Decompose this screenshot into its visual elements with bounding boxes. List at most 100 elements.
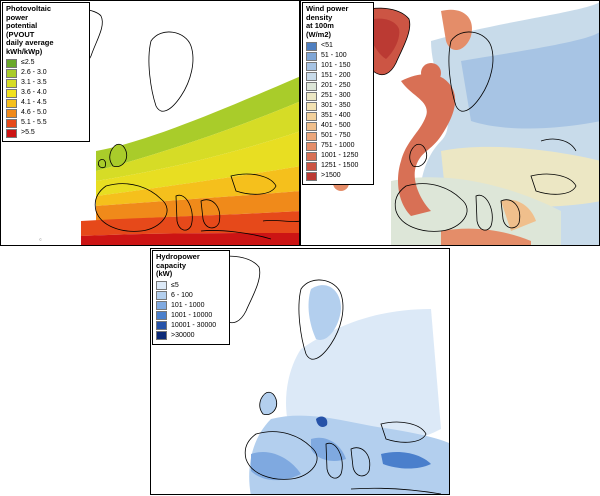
hydro-legend-swatch — [156, 281, 167, 290]
wind-map-panel: Wind power density at 100m (W/m2) <51 51 … — [300, 0, 600, 246]
wind-legend-swatch — [306, 71, 317, 81]
pv-color-bands — [81, 76, 299, 245]
wind-title-line: density — [306, 12, 333, 22]
pv-watermark: © — [39, 237, 42, 242]
pv-legend-label: 3.6 - 4.0 — [21, 89, 47, 96]
wind-map — [301, 1, 599, 245]
wind-legend-swatch — [306, 161, 317, 171]
wind-legend-label: 301 - 350 — [321, 102, 351, 109]
hydro-legend-label: 1001 - 10000 — [171, 311, 213, 319]
hydro-legend: Hydropower capacity (kW) ≤5 6 - 100 101 - … — [152, 250, 230, 345]
wind-legend-swatch — [306, 151, 317, 161]
wind-legend-item: 301 - 350 — [306, 101, 370, 111]
pv-legend-label: >5.5 — [21, 129, 35, 136]
wind-legend-item: 501 - 750 — [306, 131, 370, 141]
pv-legend-item: 3.6 - 4.0 — [6, 88, 86, 98]
pv-map-panel: © Photovoltaic power potential (PVOUT da… — [0, 0, 300, 246]
pv-title-line: (PVOUT — [6, 29, 35, 39]
wind-legend-item: 751 - 1000 — [306, 141, 370, 151]
wind-legend-label: 751 - 1000 — [321, 142, 355, 149]
pv-legend-swatch — [6, 118, 17, 128]
pv-legend-item: 2.6 - 3.0 — [6, 68, 86, 78]
pv-legend-label: 4.6 - 5.0 — [21, 109, 47, 116]
wind-legend: Wind power density at 100m (W/m2) <51 51 … — [302, 2, 374, 185]
hydro-legend-item: ≤5 — [156, 281, 226, 291]
hydro-legend-item: 6 - 100 — [156, 291, 226, 301]
wind-legend-swatch — [306, 51, 317, 61]
pv-legend-label: 2.6 - 3.0 — [21, 69, 47, 76]
pv-legend-item: ≤2.5 — [6, 58, 86, 68]
pv-legend-swatch — [6, 128, 17, 138]
hydro-title-line: capacity — [156, 260, 187, 270]
pv-legend-item: 3.1 - 3.5 — [6, 78, 86, 88]
wind-legend-swatch — [306, 141, 317, 151]
pv-legend-title: Photovoltaic power potential (PVOUT dail… — [6, 4, 86, 56]
pv-title-line: Photovoltaic — [6, 4, 52, 13]
pv-legend-items: ≤2.5 2.6 - 3.0 3.1 - 3.5 3.6 - 4.0 4.1 - 4.5… — [6, 58, 86, 138]
hydro-legend-swatch — [156, 321, 167, 330]
hydro-legend-swatch — [156, 291, 167, 300]
hydro-legend-swatch — [156, 301, 167, 310]
wind-legend-swatch — [306, 131, 317, 141]
pv-legend-swatch — [6, 68, 17, 78]
wind-legend-swatch — [306, 61, 317, 71]
hydro-legend-item: 10001 - 30000 — [156, 321, 226, 331]
hydro-legend-swatch — [156, 331, 167, 340]
hydro-legend-label: >30000 — [171, 331, 195, 339]
hydro-legend-label: 6 - 100 — [171, 291, 193, 299]
wind-legend-item: 401 - 500 — [306, 121, 370, 131]
pv-legend-label: 3.1 - 3.5 — [21, 79, 47, 86]
hydro-legend-label: 10001 - 30000 — [171, 321, 217, 329]
wind-legend-item: <51 — [306, 41, 370, 51]
hydro-map — [205, 255, 449, 494]
wind-legend-item: 1001 - 1250 — [306, 151, 370, 161]
pv-legend-item: >5.5 — [6, 128, 86, 138]
hydro-color-fill — [249, 285, 449, 494]
hydro-legend-item: 1001 - 10000 — [156, 311, 226, 321]
hydro-legend-swatch — [156, 311, 167, 320]
hydro-legend-items: ≤5 6 - 100 101 - 1000 1001 - 10000 10001 - 3… — [156, 281, 226, 341]
wind-legend-label: 351 - 400 — [321, 112, 351, 119]
wind-legend-item: 101 - 150 — [306, 61, 370, 71]
pv-legend: Photovoltaic power potential (PVOUT dail… — [2, 2, 90, 142]
pv-title-line: potential — [6, 21, 38, 30]
pv-map: © — [20, 8, 299, 245]
wind-color-fill — [301, 1, 599, 245]
pv-legend-swatch — [6, 58, 17, 68]
pv-legend-label: 5.1 - 5.5 — [21, 119, 47, 126]
hydro-legend-title: Hydropower capacity (kW) — [156, 252, 226, 279]
pv-title-line: kWh/kWp) — [6, 46, 43, 56]
wind-title-line: at 100m — [306, 21, 334, 30]
hydro-title-line: (kW) — [156, 269, 173, 278]
wind-legend-items: <51 51 - 100 101 - 150 151 - 200 201 - 250 25… — [306, 41, 370, 181]
wind-legend-item: 151 - 200 — [306, 71, 370, 81]
pv-legend-label: ≤2.5 — [21, 59, 35, 66]
wind-legend-label: 51 - 100 — [321, 52, 347, 59]
pv-title-line: power — [6, 12, 29, 22]
wind-legend-swatch — [306, 171, 317, 181]
wind-title-line: Wind power — [306, 4, 349, 13]
wind-legend-label: 1251 - 1500 — [321, 162, 359, 169]
wind-legend-item: 1251 - 1500 — [306, 161, 370, 171]
wind-legend-label: 1001 - 1250 — [321, 152, 359, 159]
wind-legend-item: 251 - 300 — [306, 91, 370, 101]
wind-legend-label: >1500 — [321, 172, 341, 179]
pv-legend-swatch — [6, 78, 17, 88]
pv-legend-item: 4.1 - 4.5 — [6, 98, 86, 108]
hydro-legend-item: 101 - 1000 — [156, 301, 226, 311]
wind-legend-label: 101 - 150 — [321, 62, 351, 69]
wind-coastline — [355, 7, 577, 232]
wind-legend-label: 251 - 300 — [321, 92, 351, 99]
pv-title-line: daily average — [6, 38, 54, 47]
hydro-legend-label: ≤5 — [171, 281, 179, 289]
hydro-legend-label: 101 - 1000 — [171, 301, 205, 309]
wind-legend-swatch — [306, 91, 317, 101]
wind-legend-label: 151 - 200 — [321, 72, 351, 79]
pv-legend-label: 4.1 - 4.5 — [21, 99, 47, 106]
pv-legend-swatch — [6, 98, 17, 108]
pv-legend-swatch — [6, 88, 17, 98]
wind-legend-swatch — [306, 81, 317, 91]
hydro-legend-item: >30000 — [156, 331, 226, 341]
wind-legend-item: 51 - 100 — [306, 51, 370, 61]
wind-legend-label: 201 - 250 — [321, 82, 351, 89]
